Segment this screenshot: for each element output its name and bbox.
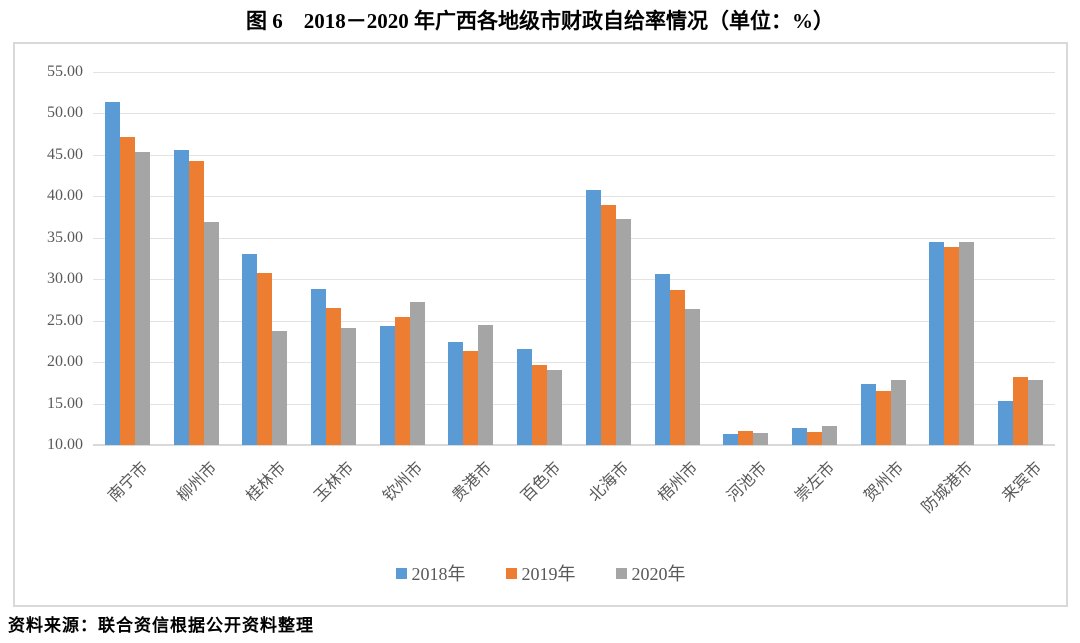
bar [1028,379,1044,445]
legend-swatch-icon [505,567,517,579]
x-category-label: 南宁市 [105,459,152,506]
gridline [93,154,1055,156]
bar [615,218,631,445]
legend-item: 2019年 [505,560,576,586]
x-category-label: 百色市 [517,459,564,506]
x-category-label: 柳州市 [174,459,221,506]
bar [654,274,670,445]
gridline [93,237,1055,239]
x-axis-line [93,444,1055,446]
chart-frame: 2018年 2019年 2020年 55.00 50.00 45.00 40.00 35.0… [13,42,1068,607]
x-category-label: 防城港市 [918,459,977,517]
legend-swatch-icon [615,567,627,579]
source-note: 资料来源：联合资信根据公开资料整理 [8,616,314,635]
y-tick-label: 30.00 [47,270,83,288]
y-tick-label: 25.00 [47,311,83,329]
bar [104,101,120,445]
gridline [93,72,1055,73]
gridline [93,279,1055,281]
bar [272,331,288,445]
bar [257,273,273,445]
gridline [93,196,1055,198]
gridline [93,362,1055,364]
bar [890,380,906,445]
bar [341,328,356,445]
y-tick-label: 15.00 [47,394,83,412]
gridline [93,403,1055,405]
bar [517,348,533,445]
x-category-label: 玉林市 [311,459,358,506]
chart-legend: 2018年 2019年 2020年 [15,560,1066,586]
legend-item: 2020年 [615,560,686,586]
legend-item: 2018年 [395,560,466,586]
bar [738,430,754,445]
bar [203,222,219,445]
bar [959,241,975,445]
y-tick-label: 10.00 [47,436,83,453]
x-category-label: 钦州市 [380,459,427,506]
gridline [93,320,1055,322]
bar [753,433,769,445]
bar [669,289,685,445]
y-tick-label: 55.00 [47,63,83,80]
y-tick-label: 40.00 [47,187,83,205]
bar [188,160,204,445]
legend-label: 2018年 [411,564,466,584]
x-category-label: 来宾市 [998,459,1045,506]
bar [119,137,135,445]
bar [875,391,891,445]
bar [173,149,189,445]
y-tick-label: 50.00 [47,104,83,122]
legend-label: 2020年 [631,564,686,584]
bar [792,428,807,445]
bar [394,316,410,445]
bar [409,301,425,445]
chart-title: 图 6 2018－2020 年广西各地级市财政自给率情况（单位：%） [246,9,834,33]
bar [311,289,326,445]
y-tick-label: 20.00 [47,353,83,371]
x-category-label: 梧州市 [655,459,702,506]
bar [379,326,395,445]
bar [807,431,822,445]
y-tick-label: 35.00 [47,228,83,246]
bar [944,246,960,445]
bar [463,350,479,445]
bar [326,308,341,445]
bar [929,241,945,445]
x-category-label: 贵港市 [449,459,496,506]
x-category-label: 崇左市 [792,459,839,506]
legend-label: 2019年 [521,564,576,584]
bar [723,434,739,445]
bar [684,309,700,445]
bar [134,152,150,445]
bar [478,324,494,445]
bar [860,383,876,445]
legend-swatch-icon [395,567,407,579]
x-category-label: 贺州市 [861,459,908,506]
bar [1013,377,1029,445]
bar [448,342,464,445]
bar [585,189,601,445]
bar [822,425,837,445]
bar [547,370,563,445]
bar [998,401,1014,445]
gridline [93,113,1055,115]
bar [242,253,258,445]
bar [532,365,548,445]
x-category-label: 北海市 [586,459,633,506]
x-category-label: 桂林市 [243,459,290,506]
bar [600,205,616,445]
y-tick-label: 45.00 [47,145,83,163]
x-category-label: 河池市 [724,459,771,506]
